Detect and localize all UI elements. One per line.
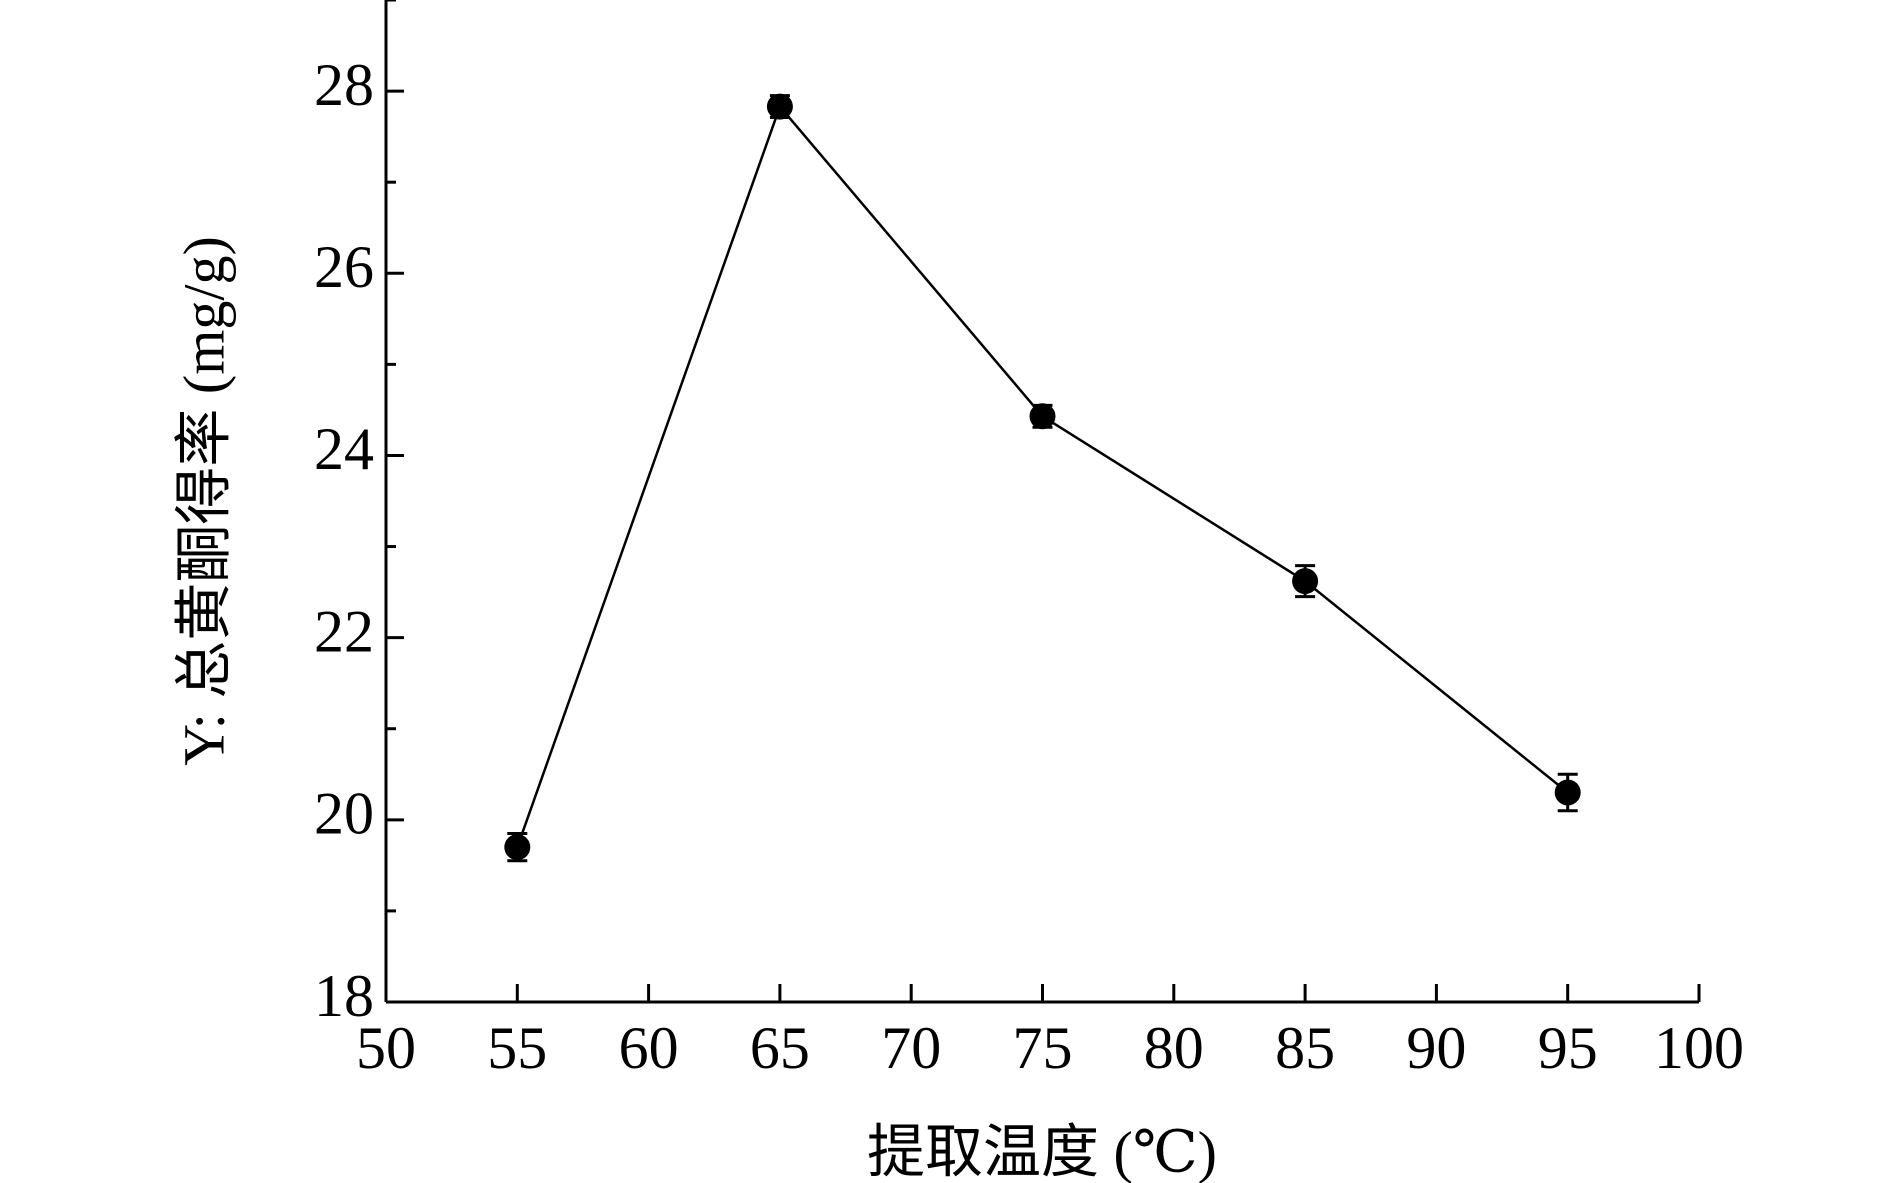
y-tick-label: 22 (314, 598, 374, 664)
x-tick-label: 70 (881, 1015, 941, 1081)
x-tick-label: 50 (356, 1015, 416, 1081)
data-point (1029, 403, 1056, 430)
x-tick-label: 100 (1654, 1015, 1744, 1081)
y-tick-label: 28 (314, 52, 374, 118)
x-tick-label: 90 (1406, 1015, 1466, 1081)
x-tick-label: 95 (1538, 1015, 1598, 1081)
x-tick-label: 80 (1144, 1015, 1204, 1081)
x-tick-label: 65 (750, 1015, 810, 1081)
y-tick-label: 20 (314, 781, 374, 847)
x-tick-label: 85 (1275, 1015, 1335, 1081)
data-line (516, 104, 1569, 848)
x-tick-label: 60 (619, 1015, 679, 1081)
data-point (1554, 779, 1581, 806)
y-axis-title: Y: 总黄酮得率 (mg/g) (171, 236, 236, 766)
data-point (504, 834, 531, 861)
x-tick-label: 55 (487, 1015, 547, 1081)
y-tick-label: 18 (314, 963, 374, 1029)
y-tick-label: 24 (314, 416, 374, 482)
x-axis-title: 提取温度 (℃) (867, 1119, 1217, 1183)
y-tick-label: 26 (314, 234, 374, 300)
x-tick-label: 75 (1013, 1015, 1073, 1081)
data-point (1292, 568, 1319, 595)
data-point (766, 93, 793, 120)
